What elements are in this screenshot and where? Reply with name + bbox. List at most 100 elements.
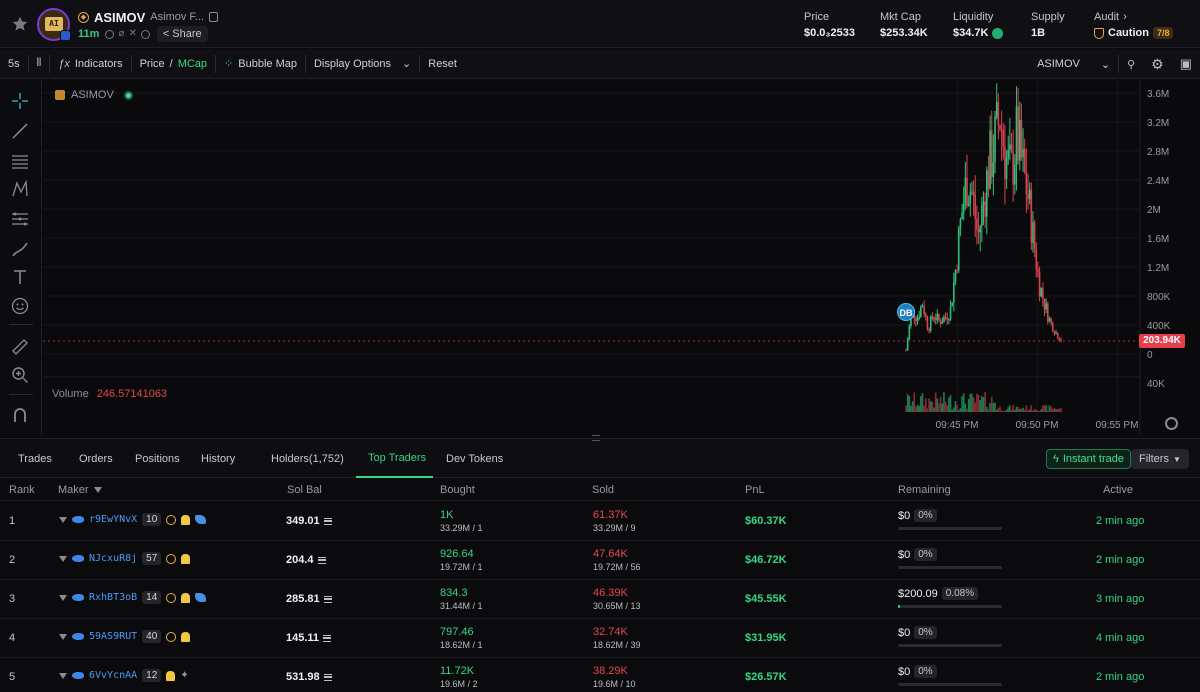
indicators-button[interactable]: ƒx Indicators <box>50 49 130 79</box>
drawing-toolbar <box>0 80 42 436</box>
pnl-value: $60.37K <box>745 515 787 527</box>
sold-sub: 18.62M / 39 <box>593 640 641 650</box>
filter-icon[interactable] <box>93 487 102 493</box>
candle-body <box>959 219 962 229</box>
chevron-down-icon: ⌄ <box>1100 58 1111 71</box>
sold-value: 38.29K <box>593 665 628 677</box>
rank: 1 <box>9 515 16 527</box>
magnet-icon[interactable] <box>11 406 29 424</box>
volume-bar <box>908 395 911 412</box>
candle-body <box>921 306 924 308</box>
tab-trades[interactable]: Trades <box>18 453 52 465</box>
candle-body <box>948 319 950 321</box>
shield-icon <box>1094 27 1104 39</box>
volume-bar <box>1035 409 1038 412</box>
emoji-icon[interactable] <box>11 297 29 315</box>
fib-icon[interactable] <box>11 210 29 228</box>
x-social-icon[interactable]: ✕ <box>128 28 137 39</box>
symbol-dropdown[interactable]: ASIMOV ⌄ <box>1029 49 1118 79</box>
display-options-dropdown[interactable]: Display Options ⌄ <box>306 49 419 79</box>
star-icon[interactable] <box>11 15 29 33</box>
price-option[interactable]: Price <box>139 57 165 70</box>
dev-buy-marker[interactable]: DB <box>897 303 915 321</box>
sol-balance-value: 145.11 <box>286 632 320 644</box>
screenshot-button[interactable]: ▣ <box>1172 49 1200 79</box>
table-row[interactable]: 3 RxhBT3oB 14 285.81 834.3 31.44M / 1 46.39K 30… <box>0 580 1200 619</box>
maker-address[interactable]: RxhBT3oB <box>89 592 138 603</box>
text-tool-icon[interactable] <box>11 268 29 286</box>
interval-selector[interactable]: 5s <box>0 49 28 79</box>
filters-button[interactable]: Filters ▼ <box>1131 449 1189 469</box>
candle-body <box>969 192 972 204</box>
filter-icon[interactable] <box>59 633 67 640</box>
pattern-icon[interactable] <box>11 180 29 198</box>
chart-canvas[interactable]: 3.6M 3.2M 2.8M 2.4M 2M 1.6M 1.2M 800K 400K 0 40K 09… <box>43 80 1200 436</box>
price-chart[interactable]: 3.6M 3.2M 2.8M 2.4M 2M 1.6M 1.2M 800K 400K 0 40K 09… <box>43 80 1200 436</box>
crosshair-icon[interactable] <box>11 92 29 110</box>
volume-bar <box>1020 408 1023 412</box>
maker-address[interactable]: 59AS9RUT <box>89 631 138 642</box>
filter-icon[interactable] <box>59 516 67 523</box>
table-row[interactable]: 5 6VvYcnAA 12 ✦ 531.98 11.72K 19.6M / 2 38.29K 1… <box>0 658 1200 692</box>
tab-orders[interactable]: Orders <box>79 453 113 465</box>
zoom-in-icon[interactable] <box>11 366 29 384</box>
tab-dev-tokens[interactable]: Dev Tokens <box>446 453 504 465</box>
remaining-pct: 0.08% <box>941 587 979 600</box>
resize-handle[interactable] <box>592 435 600 441</box>
candle-body <box>961 212 963 220</box>
horizontal-lines-icon[interactable] <box>11 152 29 170</box>
audit-stat[interactable]: Audit › Caution 7/8 <box>1094 11 1174 39</box>
sol-icon <box>323 517 332 525</box>
volume-bar <box>928 398 930 412</box>
tab-history[interactable]: History <box>201 453 236 465</box>
zoom-reset-button[interactable]: ⚲ <box>1119 49 1143 79</box>
remaining-value: $0 <box>898 665 911 678</box>
maker-address[interactable]: NJcxuR8j <box>89 553 138 564</box>
share-button[interactable]: < Share <box>156 26 208 42</box>
settings-button[interactable]: ⚙ <box>1143 49 1172 79</box>
pump-icon: ◆ <box>78 11 89 23</box>
maker-address[interactable]: r9EwYNvX <box>89 514 138 525</box>
instant-trade-button[interactable]: ϟ Instant trade <box>1046 449 1131 469</box>
reset-button[interactable]: Reset <box>420 49 465 79</box>
volume-bar <box>964 403 967 412</box>
remaining-value: $0 <box>898 548 911 561</box>
table-row[interactable]: 4 59AS9RUT 40 145.11 797.46 18.62M / 1 32.74K 1… <box>0 619 1200 658</box>
globe-icon[interactable] <box>140 29 150 39</box>
candle-type-button[interactable]: ⫴ <box>29 49 50 79</box>
candle-body <box>923 306 925 315</box>
maker-address[interactable]: 6VvYcnAA <box>89 670 138 681</box>
tab-top-traders[interactable]: Top Traders <box>368 452 427 464</box>
copy-icon[interactable] <box>209 12 219 22</box>
filter-icon[interactable] <box>59 555 67 562</box>
candle-body <box>1032 222 1034 243</box>
table-row[interactable]: 1 r9EwYNvX 10 349.01 1K 33.29M / 1 61.37K 33.29… <box>0 502 1200 541</box>
chart-settings-icon[interactable] <box>1165 417 1178 430</box>
filter-icon[interactable] <box>59 594 67 601</box>
ruler-icon[interactable] <box>11 338 29 356</box>
volume-bar <box>1030 405 1033 412</box>
token-avatar[interactable]: AI <box>37 8 70 41</box>
tab-positions[interactable]: Positions <box>135 453 180 465</box>
price-mcap-toggle[interactable]: Price / MCap <box>132 49 215 79</box>
volume-bar <box>1033 409 1036 412</box>
bubble-icon: ⁘ <box>224 58 234 70</box>
sold-sub: 19.6M / 10 <box>593 679 636 689</box>
table-row[interactable]: 2 NJcxuR8j 57 204.4 926.64 19.72M / 1 47.64K 19… <box>0 541 1200 580</box>
brush-icon[interactable] <box>11 240 29 258</box>
col-maker[interactable]: Maker <box>58 484 102 496</box>
stat-value: $0.0₃2533 <box>804 27 855 39</box>
link-icon[interactable]: ⌀ <box>118 28 125 39</box>
candle-body <box>956 269 958 271</box>
tab-holders[interactable]: Holders(1,752) <box>271 453 344 465</box>
bundle-icon <box>195 593 207 602</box>
rank: 2 <box>9 554 16 566</box>
filter-icon[interactable] <box>59 672 67 679</box>
search-icon[interactable] <box>105 29 115 39</box>
stat-value: $34.7K <box>953 27 989 39</box>
trend-line-icon[interactable] <box>11 122 29 140</box>
candle-body <box>995 102 998 117</box>
mcap-option[interactable]: MCap <box>177 57 208 70</box>
bubble-map-button[interactable]: ⁘ Bubble Map <box>216 49 305 79</box>
col-bought: Bought <box>440 484 475 496</box>
